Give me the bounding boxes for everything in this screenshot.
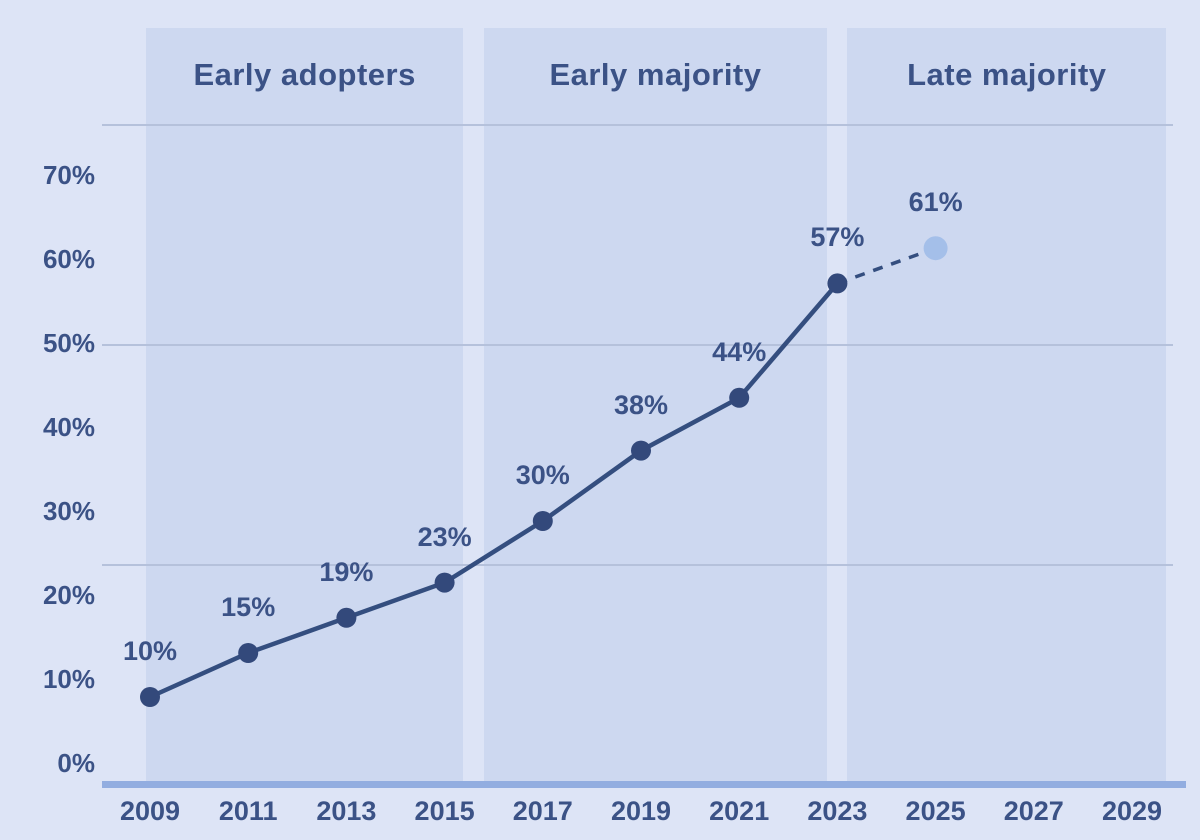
x-axis-line (102, 781, 1186, 788)
value-label-2013: 19% (319, 556, 374, 587)
gridline-25pct (102, 564, 1173, 566)
x-tick-2013: 2013 (316, 796, 377, 826)
value-label-2023: 57% (810, 222, 865, 253)
x-tick-2019: 2019 (610, 796, 672, 826)
x-tick-2015: 2015 (414, 796, 475, 826)
phase-label-2: Early majority (549, 57, 762, 92)
y-tick-30: 30% (42, 496, 95, 526)
x-tick-2029: 2029 (1101, 796, 1163, 826)
y-tick-0: 0% (57, 748, 95, 778)
x-tick-2021: 2021 (709, 796, 770, 826)
x-tick-2023: 2023 (807, 796, 868, 826)
x-tick-2027: 2027 (1003, 796, 1064, 826)
x-tick-2011: 2011 (218, 796, 278, 826)
data-point-2023 (827, 273, 848, 294)
phase-band-3 (847, 28, 1167, 783)
phase-band-1 (146, 28, 464, 783)
y-tick-40: 40% (42, 412, 95, 442)
y-tick-60: 60% (42, 244, 95, 274)
y-tick-20: 20% (42, 580, 95, 610)
y-tick-70: 70% (42, 160, 95, 190)
value-label-2015: 23% (417, 521, 472, 552)
phase-label-1: Early adopters (193, 57, 416, 92)
gridline-75pct (102, 124, 1173, 126)
x-tick-2017: 2017 (512, 796, 573, 826)
gridline-50pct (102, 344, 1173, 346)
y-tick-50: 50% (42, 328, 95, 358)
x-tick-2025: 2025 (905, 796, 966, 826)
y-tick-10: 10% (42, 664, 95, 694)
value-label-2017: 30% (515, 460, 570, 490)
value-label-2021: 44% (712, 336, 767, 367)
value-label-2019: 38% (613, 389, 669, 420)
value-label-2011: 15% (221, 592, 276, 622)
x-tick-2009: 2009 (119, 796, 181, 826)
value-label-2025: 61% (908, 187, 963, 218)
phase-label-3: Late majority (907, 57, 1107, 92)
value-label-2009: 10% (122, 636, 178, 666)
